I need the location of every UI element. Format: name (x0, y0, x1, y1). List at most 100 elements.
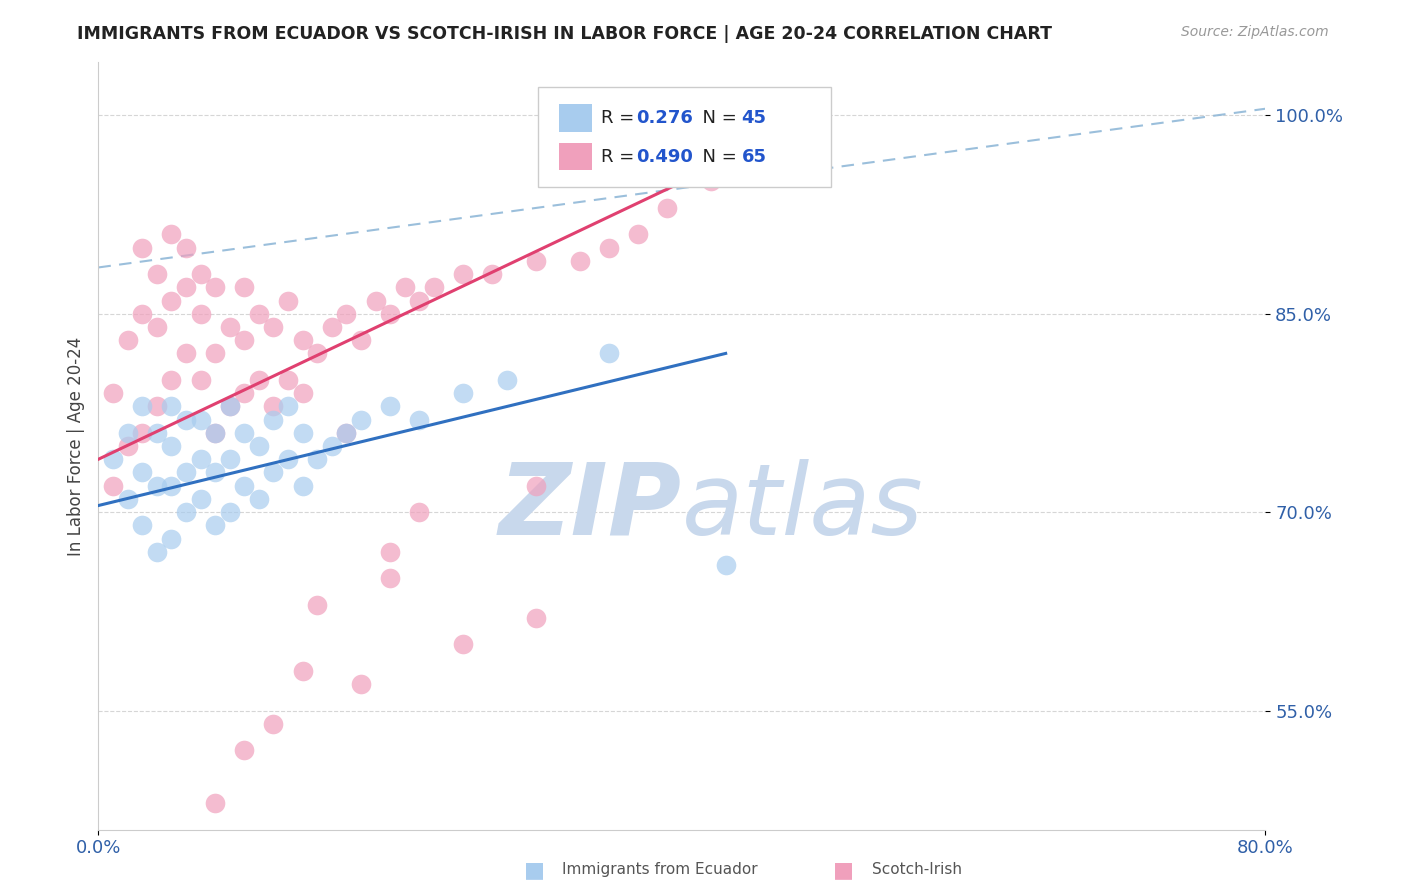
Point (307, 346, 329, 360)
Point (117, 333, 139, 347)
Point (277, 400, 299, 414)
Text: Scotch-Irish: Scotch-Irish (872, 863, 962, 877)
Point (321, 439, 343, 453)
Text: N =: N = (692, 148, 742, 166)
Point (380, 400, 402, 414)
Point (146, 478, 169, 492)
Text: 0.276: 0.276 (637, 109, 693, 127)
Point (350, 412, 373, 426)
Point (380, 545, 402, 559)
Point (291, 664, 314, 678)
Point (524, 478, 547, 492)
FancyBboxPatch shape (538, 87, 831, 187)
Point (247, 373, 270, 387)
Point (204, 346, 226, 360)
Point (101, 478, 124, 492)
Point (423, 280, 446, 294)
Point (321, 320, 343, 334)
Point (131, 307, 153, 321)
Point (233, 386, 256, 401)
Bar (560, 143, 592, 170)
Point (117, 439, 139, 453)
Point (335, 307, 357, 321)
Point (524, 253, 547, 268)
Point (190, 412, 212, 426)
Point (160, 439, 183, 453)
Point (204, 280, 226, 294)
Point (174, 505, 197, 519)
Y-axis label: In Labor Force | Age 20-24: In Labor Force | Age 20-24 (66, 336, 84, 556)
Text: ■: ■ (834, 860, 853, 880)
Text: Source: ZipAtlas.com: Source: ZipAtlas.com (1181, 25, 1329, 39)
Point (496, 373, 519, 387)
Text: N =: N = (692, 109, 742, 127)
Point (408, 505, 430, 519)
Point (335, 425, 357, 440)
Point (408, 293, 430, 308)
Point (160, 532, 183, 546)
Point (131, 466, 153, 480)
Point (408, 412, 430, 426)
Point (218, 505, 240, 519)
Point (700, 174, 723, 188)
Point (218, 320, 240, 334)
Point (291, 386, 314, 401)
Point (218, 452, 240, 467)
Point (262, 400, 284, 414)
Point (233, 743, 256, 757)
Point (101, 386, 124, 401)
Point (117, 425, 139, 440)
Point (190, 491, 212, 506)
Point (174, 466, 197, 480)
Point (204, 796, 226, 810)
Point (451, 267, 474, 281)
Point (291, 333, 314, 347)
Point (146, 545, 169, 559)
Text: R =: R = (602, 148, 640, 166)
Point (247, 439, 270, 453)
Point (174, 346, 197, 360)
Point (204, 425, 226, 440)
Point (233, 478, 256, 492)
Point (380, 571, 402, 585)
Point (131, 400, 153, 414)
Point (131, 518, 153, 533)
Text: R =: R = (602, 109, 640, 127)
Point (394, 280, 416, 294)
Point (291, 425, 314, 440)
Text: ZIP: ZIP (499, 458, 682, 556)
Point (160, 227, 183, 242)
Point (714, 558, 737, 572)
Point (247, 491, 270, 506)
Point (598, 346, 620, 360)
Point (307, 452, 329, 467)
Point (146, 400, 169, 414)
Point (174, 412, 197, 426)
Text: ■: ■ (524, 860, 544, 880)
Point (101, 452, 124, 467)
Point (262, 466, 284, 480)
Text: IMMIGRANTS FROM ECUADOR VS SCOTCH-IRISH IN LABOR FORCE | AGE 20-24 CORRELATION C: IMMIGRANTS FROM ECUADOR VS SCOTCH-IRISH … (77, 25, 1052, 43)
Point (218, 400, 240, 414)
Bar (560, 104, 592, 132)
Point (190, 307, 212, 321)
Point (117, 491, 139, 506)
Text: 0.490: 0.490 (637, 148, 693, 166)
Point (380, 307, 402, 321)
Point (190, 373, 212, 387)
Point (451, 637, 474, 651)
Point (204, 518, 226, 533)
Point (233, 280, 256, 294)
Point (160, 373, 183, 387)
Point (481, 267, 503, 281)
Point (146, 267, 169, 281)
Point (247, 307, 270, 321)
Point (262, 320, 284, 334)
Point (218, 400, 240, 414)
Point (146, 425, 169, 440)
Text: Immigrants from Ecuador: Immigrants from Ecuador (562, 863, 758, 877)
Point (146, 320, 169, 334)
Point (160, 478, 183, 492)
Point (262, 716, 284, 731)
Point (657, 201, 679, 215)
